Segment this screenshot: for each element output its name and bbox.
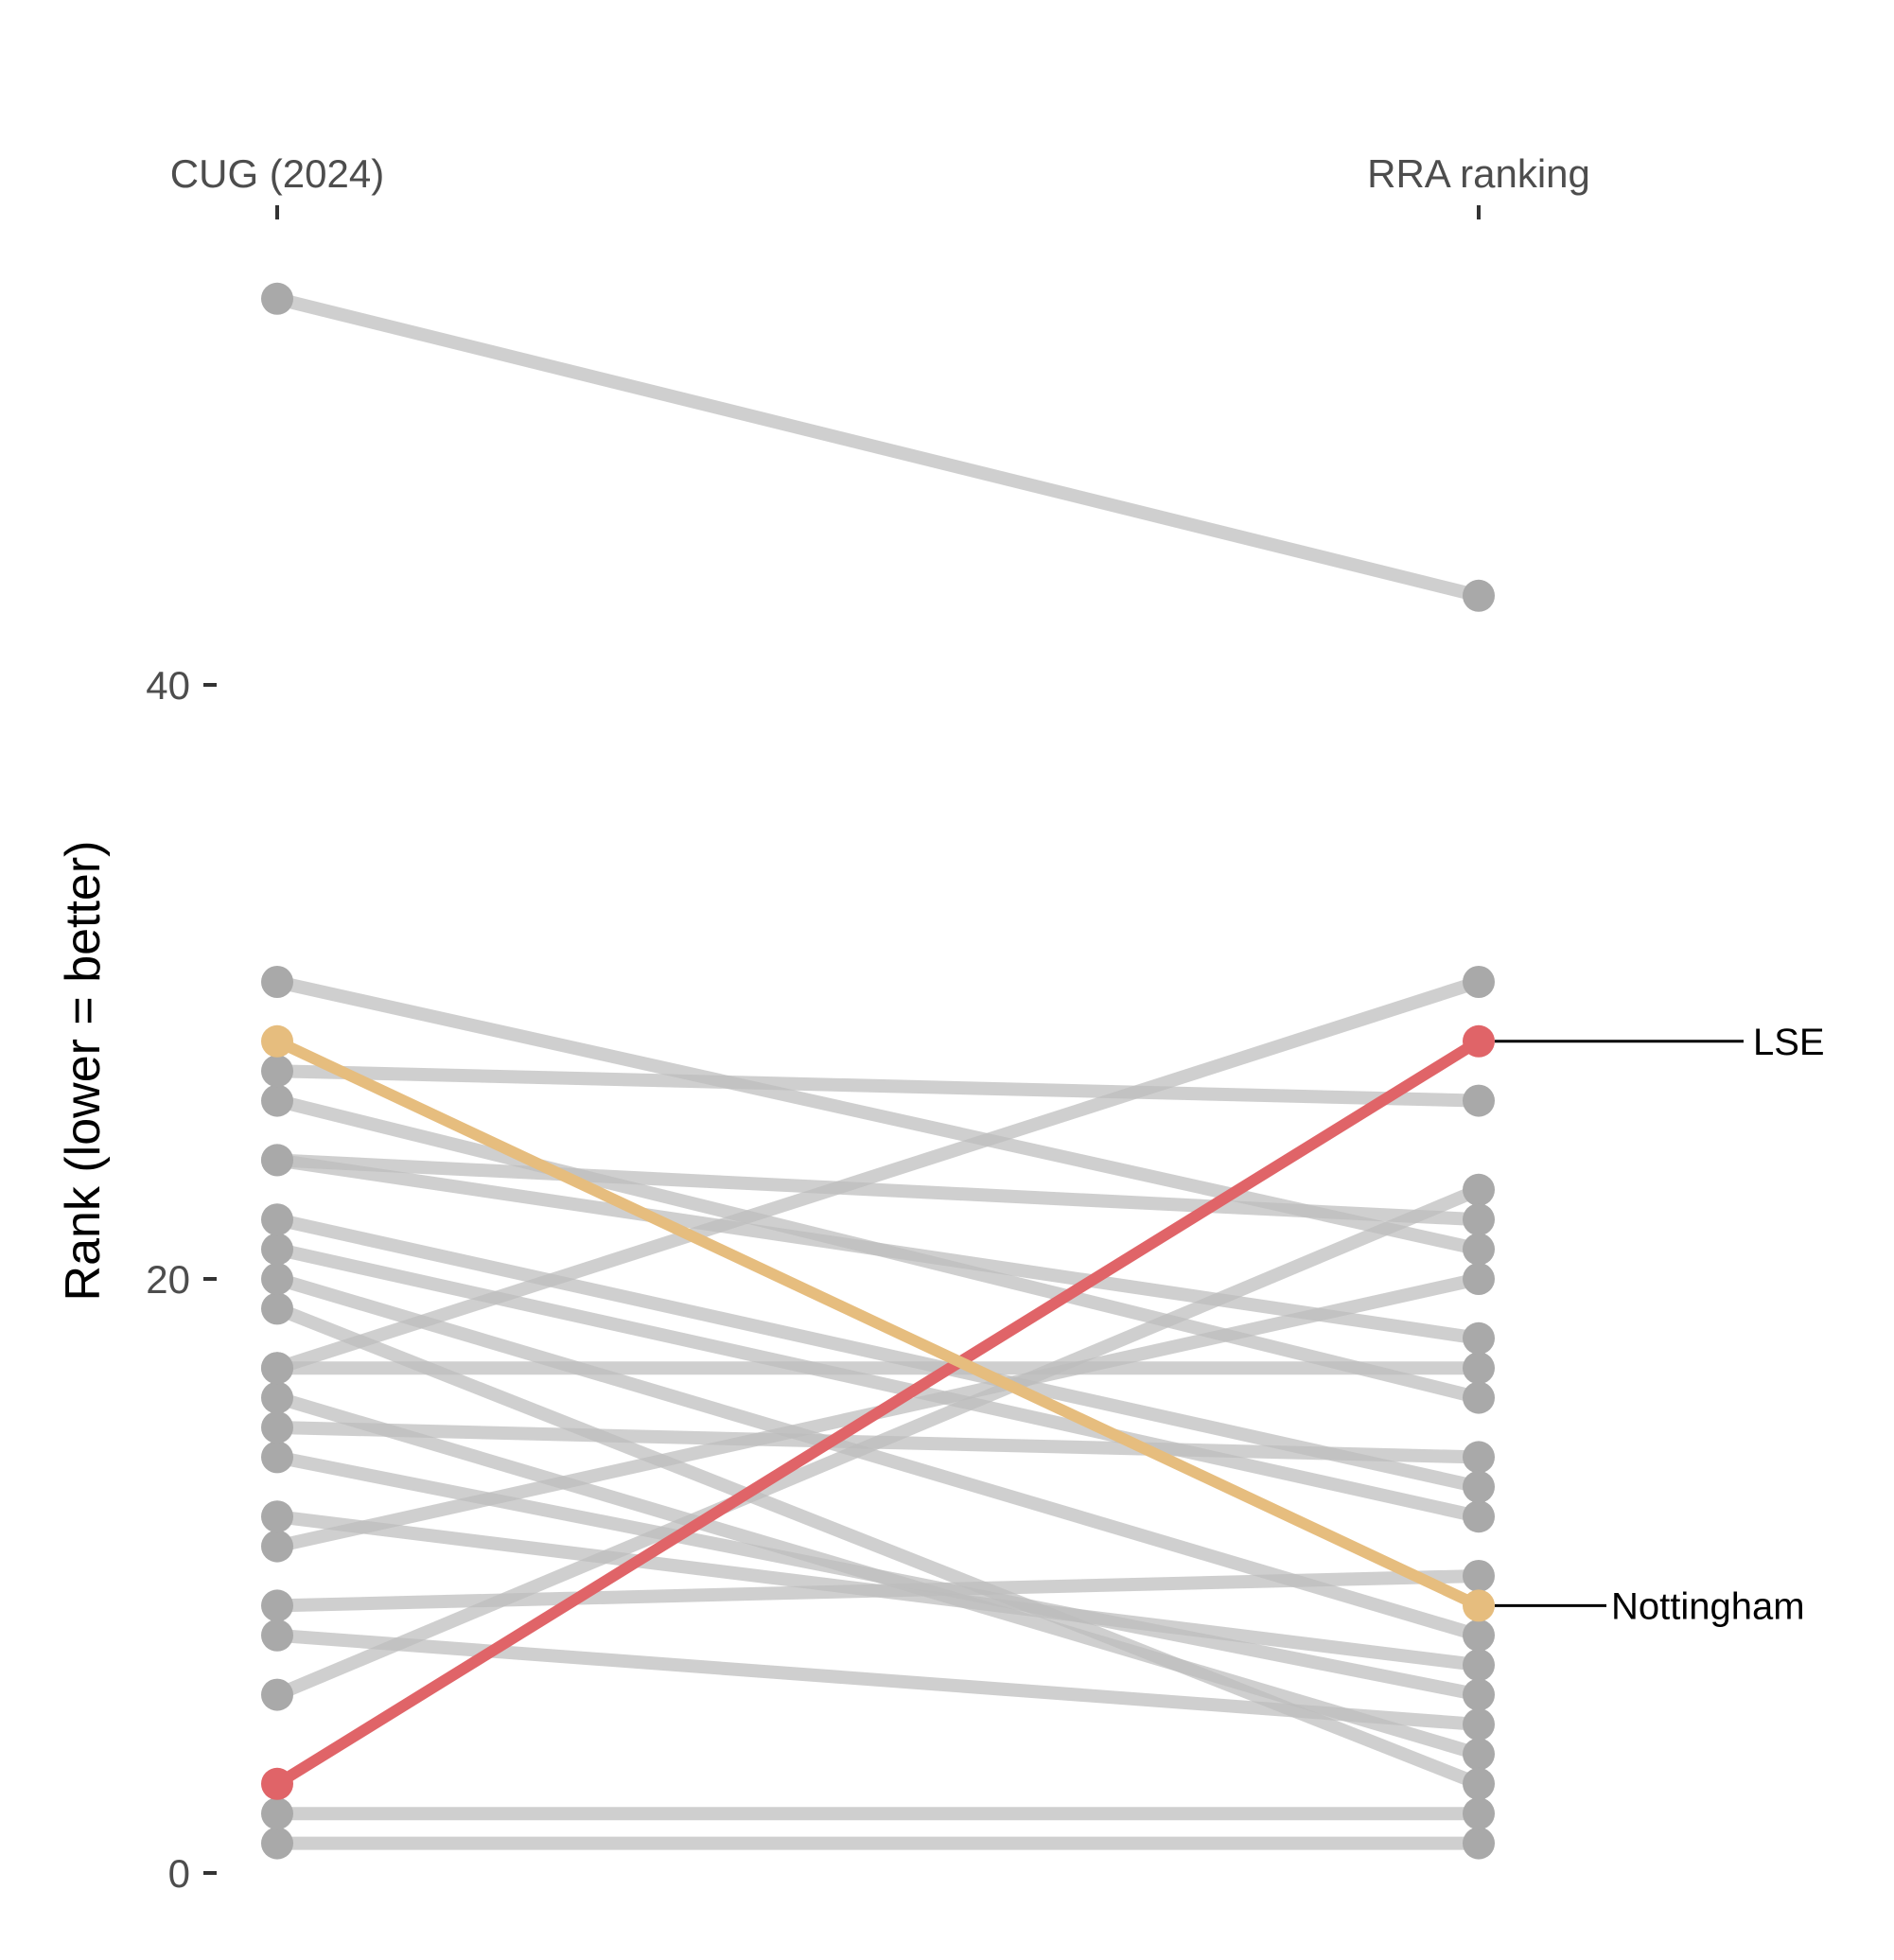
y-axis: 0 20 40 [146, 663, 217, 1896]
series-segment [275, 1391, 1481, 1761]
series-segment [276, 1064, 1480, 1108]
data-point [261, 1084, 293, 1117]
series-segment [273, 1036, 1482, 1789]
series-segment [275, 292, 1481, 603]
series-segment [275, 1242, 1481, 1524]
data-point [261, 1352, 293, 1385]
series-nottingham [261, 1024, 1495, 1622]
data-point [1463, 1084, 1495, 1117]
annotations: LSE Nottingham [1495, 1022, 1825, 1627]
data-point [1463, 1560, 1495, 1592]
series-line [261, 1263, 1495, 1652]
y-tick-label: 40 [146, 663, 190, 708]
y-axis-label: Rank (lower = better) [56, 841, 111, 1302]
annotation-label: Nottingham [1611, 1585, 1805, 1627]
series-segment [276, 1421, 1480, 1464]
data-point [261, 1619, 293, 1652]
data-point [1463, 1500, 1495, 1533]
x-tick-label: RRA ranking [1367, 151, 1590, 196]
data-point [1463, 1619, 1495, 1652]
data-point [1463, 1589, 1495, 1622]
data-point [1463, 1738, 1495, 1771]
data-point [261, 1441, 293, 1474]
data-point [261, 966, 293, 998]
base-series-lines [261, 282, 1495, 1860]
data-point [1463, 1263, 1495, 1295]
data-point [261, 1381, 293, 1414]
series-line [261, 282, 1495, 612]
data-point [1463, 966, 1495, 998]
data-point [261, 1827, 293, 1860]
data-point [261, 282, 293, 315]
data-point [261, 1203, 293, 1236]
data-point [1463, 1203, 1495, 1236]
series-line [261, 1203, 1495, 1503]
series-line [261, 1084, 1495, 1414]
series-segment [275, 1094, 1481, 1405]
data-point [261, 1797, 293, 1830]
data-point [261, 1233, 293, 1266]
series-line [261, 1381, 1495, 1771]
series-line [261, 1500, 1495, 1682]
series-lse [261, 1024, 1495, 1800]
data-point [261, 1024, 293, 1058]
series-segment [274, 1036, 1482, 1611]
data-point [1463, 1381, 1495, 1414]
data-point [261, 1292, 293, 1325]
data-point [261, 1263, 293, 1295]
data-point [261, 1678, 293, 1711]
data-point [1463, 1024, 1495, 1058]
series-line [261, 1827, 1495, 1860]
data-point [1463, 1470, 1495, 1503]
series-segment [274, 975, 1482, 1374]
series-segment [275, 975, 1481, 1256]
y-tick-label: 20 [146, 1257, 190, 1302]
series-segment [276, 1510, 1480, 1672]
series-line [261, 1292, 1495, 1800]
x-tick-label: CUG (2024) [170, 151, 384, 196]
annotation-label: LSE [1753, 1022, 1825, 1063]
data-point [1463, 1797, 1495, 1830]
data-point [1463, 1441, 1495, 1474]
series-segment [275, 1272, 1481, 1642]
data-point [261, 1530, 293, 1563]
series-line [261, 1411, 1495, 1474]
data-point [1463, 1321, 1495, 1355]
data-point [261, 1589, 293, 1622]
series-segment [275, 1213, 1481, 1494]
data-point [1463, 1767, 1495, 1800]
data-point [1463, 579, 1495, 612]
data-point [1463, 1678, 1495, 1711]
data-point [1463, 1827, 1495, 1860]
data-point [261, 1767, 293, 1800]
data-point [1463, 1173, 1495, 1206]
data-point [261, 1055, 293, 1088]
series-line [261, 1797, 1495, 1830]
series-line [261, 1233, 1495, 1533]
data-point [1463, 1233, 1495, 1266]
y-tick-label: 0 [168, 1851, 190, 1896]
data-point [1463, 1708, 1495, 1741]
data-point [1463, 1352, 1495, 1385]
data-point [261, 1411, 293, 1444]
x-axis: CUG (2024) RRA ranking [170, 151, 1590, 219]
series-line [261, 1055, 1495, 1117]
series-line [261, 966, 1495, 1266]
highlight-series-lines [261, 1024, 1495, 1800]
data-point [1463, 1649, 1495, 1682]
series-line [261, 966, 1495, 1385]
series-segment [274, 1302, 1482, 1791]
data-point [261, 1500, 293, 1533]
data-point [261, 1144, 293, 1177]
